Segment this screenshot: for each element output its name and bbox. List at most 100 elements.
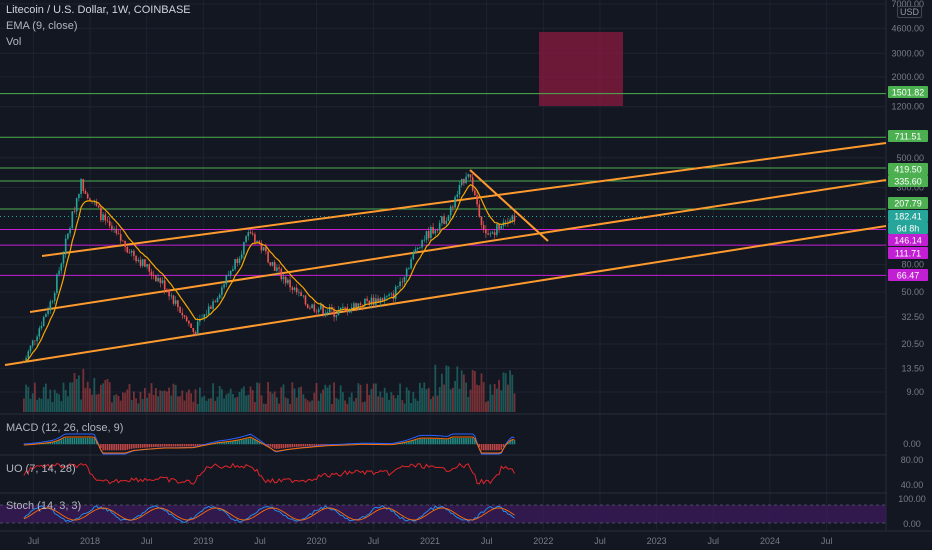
volume-bar	[91, 394, 93, 412]
macd-histogram-bar	[243, 439, 245, 445]
volume-bar	[40, 398, 43, 412]
candle-body	[265, 247, 267, 252]
candle-body	[232, 269, 234, 272]
macd-histogram-bar	[144, 444, 146, 448]
volume-bar	[71, 382, 74, 412]
candle-body	[478, 204, 481, 217]
volume-bar	[137, 403, 140, 412]
candle-body	[302, 295, 305, 297]
macd-histogram-bar	[463, 438, 465, 445]
price-axis[interactable]: 7000.00 4600.00 3000.00 2000.00 1200.00 500.0…	[887, 0, 932, 550]
macd-histogram-bar	[416, 439, 419, 445]
volume-bar	[238, 391, 241, 412]
candle-body	[245, 236, 247, 243]
time-tick-label: Jul	[594, 536, 606, 546]
volume-bar	[201, 397, 203, 412]
candle-body	[313, 304, 316, 312]
volume-bar	[258, 383, 261, 412]
volume-bar	[377, 396, 379, 412]
candle-body	[454, 196, 456, 208]
macd-histogram-bar	[438, 439, 441, 445]
volume-bar	[484, 401, 487, 412]
candle-body	[315, 311, 318, 313]
time-tick-label: Jul	[708, 536, 720, 546]
macd-histogram-bar	[405, 441, 408, 445]
volume-bar	[31, 393, 34, 412]
macd-histogram-bar	[467, 438, 470, 445]
macd-histogram-bar	[317, 444, 320, 446]
macd-histogram-bar	[271, 444, 274, 448]
volume-bar	[60, 401, 63, 412]
candle-body	[441, 216, 443, 224]
macd-histogram-bar	[49, 442, 52, 445]
volume-bar	[159, 390, 162, 412]
volume-bar	[449, 389, 452, 412]
volume-bar	[113, 395, 115, 412]
vol-legend[interactable]: Vol	[6, 36, 21, 48]
candle-body	[221, 287, 223, 295]
volume-bar	[462, 374, 465, 412]
volume-bar	[473, 371, 476, 412]
candle-body	[53, 292, 56, 302]
candle-body	[476, 195, 478, 205]
candle-body	[416, 247, 419, 250]
volume-bar	[247, 394, 250, 412]
volume-bar	[198, 387, 201, 412]
candle-body	[62, 254, 65, 264]
candle-body	[355, 303, 357, 310]
volume-bar	[192, 401, 195, 412]
ema-legend[interactable]: EMA (9, close)	[6, 20, 78, 32]
candle-body	[427, 231, 430, 239]
volume-bar	[97, 393, 100, 412]
volume-bar	[293, 388, 296, 412]
macd-histogram-bar	[102, 444, 104, 451]
macd-legend[interactable]: MACD (12, 26, close, 9)	[6, 422, 124, 434]
uo-legend[interactable]: UO (7, 14, 28)	[6, 463, 76, 475]
volume-bar	[44, 383, 47, 412]
candle-body	[452, 206, 454, 208]
volume-bar	[416, 400, 419, 412]
volume-bar	[165, 391, 168, 412]
candle-body	[93, 201, 96, 203]
volume-bar	[381, 397, 384, 412]
candle-body	[159, 277, 162, 284]
volume-bar	[504, 373, 507, 412]
volume-bar	[214, 400, 217, 412]
volume-bar	[418, 382, 421, 412]
macd-histogram-bar	[445, 439, 448, 445]
candle-body	[42, 316, 45, 326]
volume-bar	[227, 393, 230, 412]
macd-histogram-bar	[236, 440, 239, 445]
volume-bar	[454, 381, 456, 412]
currency-badge[interactable]: USD	[896, 6, 922, 18]
stoch-legend[interactable]: Stoch (14, 3, 3)	[6, 500, 82, 512]
candle-body	[491, 232, 494, 234]
candle-body	[251, 233, 254, 235]
volume-bar	[383, 387, 386, 412]
horizontal-levels	[0, 93, 886, 276]
volume-bar	[27, 386, 30, 412]
volume-bar	[55, 393, 58, 412]
volume-bar	[317, 400, 320, 412]
candle-body	[166, 289, 168, 291]
candle-body	[372, 297, 375, 305]
macd-histogram-bar	[287, 444, 289, 448]
candle-body	[71, 211, 74, 228]
candle-body	[223, 284, 225, 288]
price-tick-label: 50.00	[901, 287, 924, 297]
volume-bar	[471, 369, 474, 412]
time-axis[interactable]: Jul 2018 Jul 2019 Jul 2020 Jul 2021 Jul 2022 Jul 20…	[0, 530, 932, 550]
macd-histogram-bar	[67, 438, 69, 445]
macd-histogram-bar	[82, 438, 85, 445]
volume-bar	[438, 387, 441, 412]
candle-body	[289, 279, 291, 288]
candle-body	[203, 314, 206, 319]
candle-body	[196, 321, 199, 335]
volume-bar	[231, 394, 234, 412]
time-tick-label: 2023	[647, 536, 667, 546]
volume-bar	[425, 389, 428, 412]
candle-body	[504, 221, 507, 223]
macd-histogram-bar	[73, 438, 76, 445]
candle-body	[460, 178, 463, 186]
